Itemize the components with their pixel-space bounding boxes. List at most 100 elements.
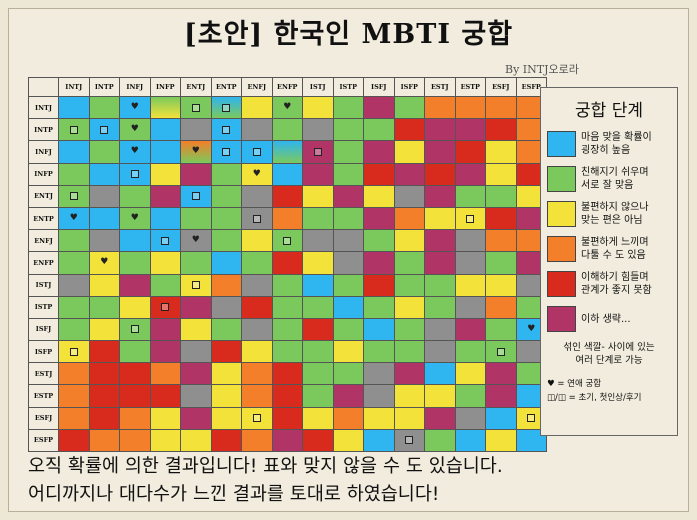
matrix-cell-esfj-entj [181,407,211,429]
row-header-istp: ISTP [29,296,58,318]
matrix-cell-esfj-intp [89,407,119,429]
matrix-cell-isfp-enfp [272,341,302,363]
matrix-cell-istp-esfp [516,296,546,318]
matrix-cell-isfp-esfp [516,341,546,363]
matrix-cell-istj-isfj [364,274,394,296]
matrix-cell-enfj-intj [59,230,89,252]
matrix-cell-entp-esfp [516,207,546,230]
legend-item-label: 불편하지 않으나 맞는 편은 아님 [581,202,649,226]
row-header-istj: ISTJ [29,274,58,296]
matrix-cell-intj-entj [181,97,211,119]
matrix-cell-infp-isfj [364,163,394,185]
matrix-cell-istj-enfj [242,274,272,296]
matrix-cell-estp-entj [181,385,211,407]
matrix-cell-enfp-infp [150,252,180,274]
matrix-cell-esfj-istj [303,407,333,429]
matrix-cell-enfj-infp [150,230,180,252]
matrix-cell-estp-isfp [394,385,424,407]
matrix-cell-enfj-enfp [272,230,302,252]
matrix-cell-infp-intp [89,163,119,185]
matrix-cell-estj-isfj [364,363,394,385]
matrix-cell-infp-esfj [486,163,516,185]
matrix-cell-isfp-istj [303,341,333,363]
matrix-cell-istj-infj [120,274,150,296]
legend-item-label: 이해하기 힘들며 관계가 좋지 못함 [581,272,652,296]
row-header-enfp: ENFP [29,252,58,274]
matrix-cell-estj-entp [211,363,241,385]
matrix-cell-infj-estj [425,141,455,163]
matrix-cell-entp-intj: ♥ [59,207,89,230]
matrix-cell-intj-esfj [486,97,516,119]
row-header-esfp: ESFP [29,429,58,451]
legend-item: 이해하기 힘들며 관계가 좋지 못함 [547,271,677,297]
matrix-cell-istj-istj [303,274,333,296]
row-header-isfj: ISFJ [29,318,58,341]
matrix-cell-esfp-infj [120,429,150,451]
box-mark-icon [161,236,170,245]
matrix-cell-istj-estj [425,274,455,296]
box-mark-icon [100,125,109,134]
row-header-infp: INFP [29,163,58,185]
heart-icon: ♥ [130,124,139,135]
heart-icon: ♥ [527,323,536,334]
col-header-entj: ENTJ [181,78,211,96]
matrix-cell-isfj-istp [333,318,363,341]
matrix-cell-intj-istj [303,97,333,119]
matrix-cell-estj-estj [425,363,455,385]
matrix-cell-intp-istp [333,119,363,141]
matrix-cell-infj-entp [211,141,241,163]
matrix-cell-esfp-esfp [516,429,546,451]
matrix-cell-enfj-entj: ♥ [181,230,211,252]
matrix-cell-isfj-esfj [486,318,516,341]
legend-item: 불편하게 느끼며 다툴 수 도 있음 [547,236,677,262]
matrix-cell-entp-intp [89,207,119,230]
matrix-cell-entp-entp [211,207,241,230]
heart-icon: ♥ [69,213,78,224]
col-header-esfp: ESFP [516,78,546,96]
matrix-cell-estj-intj [59,363,89,385]
box-mark-icon [130,170,139,179]
footer-line-2: 어디까지나 대다수가 느낀 결과를 토대로 하였습니다! [28,484,440,505]
matrix-cell-infj-enfj [242,141,272,163]
matrix-cell-isfp-isfj [364,341,394,363]
heart-icon: ♥ [100,257,109,268]
matrix-cell-entp-istj [303,207,333,230]
matrix-cell-entp-isfj [364,207,394,230]
matrix-cell-esfp-estp [455,429,485,451]
matrix-cell-intj-estj [425,97,455,119]
matrix-cell-isfp-infp [150,341,180,363]
matrix-cell-intj-entp [211,97,241,119]
matrix-cell-intj-infp [150,97,180,119]
matrix-cell-intp-esfp [516,119,546,141]
matrix-cell-infp-enfj: ♥ [242,163,272,185]
matrix-cell-esfj-istp [333,407,363,429]
matrix-cell-istp-infj [120,296,150,318]
matrix-cell-isfj-estp [455,318,485,341]
col-header-intp: INTP [89,78,119,96]
matrix-cell-estp-istp [333,385,363,407]
row-header-esfj: ESFJ [29,407,58,429]
matrix-cell-estp-estj [425,385,455,407]
matrix-cell-istp-infp [150,296,180,318]
matrix-cell-entj-isfp [394,185,424,207]
matrix-cell-isfj-estj [425,318,455,341]
matrix-cell-intp-estj [425,119,455,141]
box-mark-icon [130,325,139,334]
matrix-cell-intj-enfp: ♥ [272,97,302,119]
matrix-cell-entp-enfp [272,207,302,230]
matrix-cell-estj-enfj [242,363,272,385]
box-mark-icon [69,347,78,356]
matrix-cell-entj-infj [120,185,150,207]
box-mark-icon [191,281,200,290]
matrix-cell-entp-esfj [486,207,516,230]
matrix-cell-enfj-istj [303,230,333,252]
box-mark-icon [252,414,261,423]
matrix-cell-infp-estj [425,163,455,185]
matrix-cell-intj-isfj [364,97,394,119]
matrix-cell-estj-istp [333,363,363,385]
matrix-cell-intp-isfj [364,119,394,141]
matrix-cell-esfp-istj [303,429,333,451]
box-mark-icon [222,103,231,112]
matrix-cell-esfp-entj [181,429,211,451]
matrix-cell-esfj-enfp [272,407,302,429]
